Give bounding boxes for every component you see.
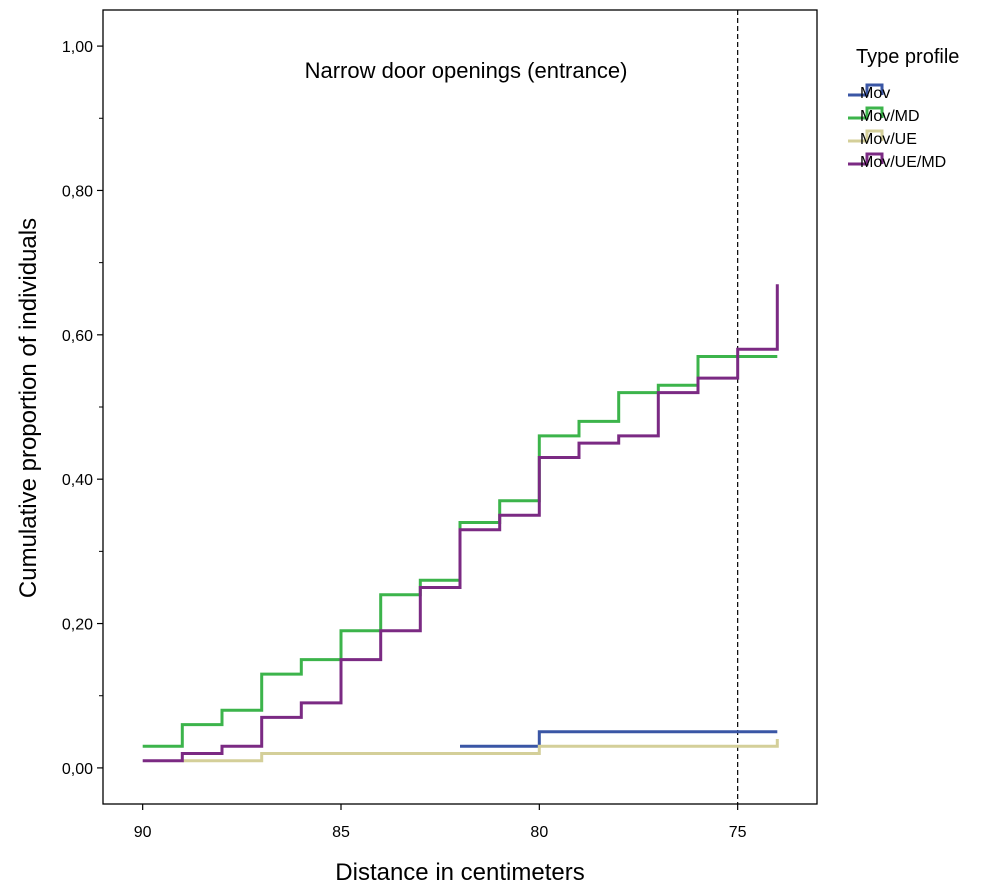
legend-label: Mov — [860, 85, 890, 102]
plot-title: Narrow door openings (entrance) — [305, 58, 628, 83]
legend-swatch — [848, 129, 884, 143]
legend: Type profile Mov Mov/MD Mov/UE Mov/UE/MD — [848, 46, 959, 171]
x-tick-label: 80 — [530, 824, 548, 841]
x-tick-label: 85 — [332, 824, 350, 841]
plot-frame — [102, 9, 818, 805]
x-tick-label: 90 — [134, 824, 152, 841]
legend-title: Type profile — [856, 46, 959, 68]
legend-label: Mov/UE — [860, 131, 917, 148]
legend-swatch — [848, 106, 884, 120]
y-tick-label: 1,00 — [62, 39, 93, 56]
x-axis-title: Distance in centimeters — [335, 859, 584, 886]
y-tick-label: 0,40 — [62, 472, 93, 489]
series-line-mov-md — [142, 355, 778, 748]
y-tick-label: 0,00 — [62, 761, 93, 778]
series-line-mov-ue-md — [142, 284, 779, 763]
legend-swatch — [848, 83, 884, 97]
y-axis-title: Cumulative proportion of individuals — [15, 218, 42, 598]
y-axis: 0,00 0,20 0,40 0,60 0,80 1,00 — [62, 39, 103, 778]
y-tick-label: 0,80 — [62, 183, 93, 200]
series-layer — [142, 284, 779, 763]
x-tick-label: 75 — [729, 824, 747, 841]
series-line-mov-ue — [182, 739, 779, 763]
x-axis: 90 85 80 75 — [134, 804, 747, 841]
legend-swatch — [848, 152, 884, 166]
legend-label: Mov/MD — [860, 108, 920, 125]
legend-label: Mov/UE/MD — [860, 154, 946, 171]
y-tick-label: 0,60 — [62, 328, 93, 345]
series-line-mov — [460, 730, 778, 748]
y-tick-label: 0,20 — [62, 617, 93, 634]
